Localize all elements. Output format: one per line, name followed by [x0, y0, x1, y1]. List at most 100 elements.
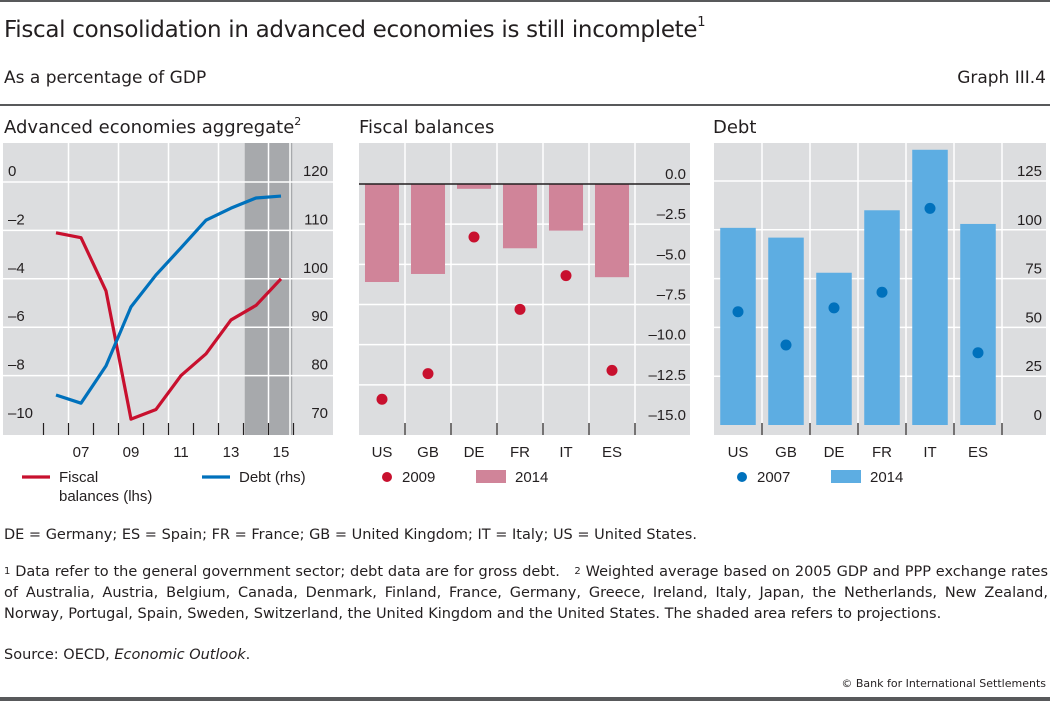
left-axis-tick-label: –10: [8, 405, 33, 422]
y-tick-label: –15.0: [648, 407, 686, 424]
dot-es-2007: [972, 347, 984, 359]
graph-id: Graph III.4: [957, 68, 1046, 88]
left-axis-tick-label: –4: [8, 260, 25, 277]
left-axis-tick-label: –8: [8, 357, 25, 374]
x-tick-label: DE: [464, 444, 485, 461]
y-tick-label: 50: [1025, 309, 1042, 326]
legend-label-fiscal: Fiscal: [59, 469, 98, 486]
y-tick-label: 25: [1025, 358, 1042, 375]
copyright: © Bank for International Settlements: [841, 677, 1046, 690]
panel-footnote-mark: 2: [294, 115, 302, 128]
x-tick-label: FR: [872, 444, 892, 461]
page-title: Fiscal consolidation in advanced economi…: [4, 15, 706, 43]
abbreviations-note: DE = Germany; ES = Spain; FR = France; G…: [4, 527, 697, 543]
left-axis-tick-label: –2: [8, 211, 25, 228]
panel-title-fiscal-balances: Fiscal balances: [359, 117, 495, 138]
bar-us-2014: [364, 184, 400, 283]
y-tick-label: –7.5: [657, 287, 686, 304]
debt-line: [55, 194, 282, 405]
bar-de-2014: [456, 184, 492, 189]
title-footnote-mark: 1: [697, 15, 706, 30]
dot-gb-2009: [422, 368, 434, 380]
legend-label-debt: Debt (rhs): [239, 469, 306, 486]
legend-label-2014: 2014: [515, 469, 548, 486]
y-tick-label: 0: [1034, 407, 1042, 424]
charts-canvas: 0 –2 –4 –6 –8 –10 120 110 100 90 80 70 07 09 11 13 15 Fis…: [3, 143, 1046, 505]
dot-de-2009: [468, 231, 480, 243]
x-tick-label: 07: [73, 444, 90, 461]
right-axis-tick-label: 80: [311, 357, 328, 374]
x-tick-label: ES: [602, 444, 622, 461]
dot-it-2009: [560, 270, 572, 282]
y-tick-label: –5.0: [657, 246, 686, 263]
bar-es-2014: [960, 223, 996, 425]
bar-fr-2014: [864, 210, 900, 425]
x-tick-label: ES: [968, 444, 988, 461]
subtitle: As a percentage of GDP: [4, 68, 207, 88]
dot-us-2009: [376, 393, 388, 405]
panel-debt: 125 100 75 50 25 0 US GB DE FR IT ES 2007 2014: [714, 143, 1046, 486]
footnote-mark-2: 2: [574, 566, 581, 577]
legend-label-2007: 2007: [757, 469, 790, 486]
footnote-mark-1: 1: [4, 566, 11, 577]
y-tick-label: 0.0: [665, 166, 686, 183]
dot-it-2007: [924, 202, 936, 214]
bar-it-2014: [548, 184, 584, 231]
y-tick-label: 125: [1017, 163, 1042, 180]
fiscal-balances-line: [55, 231, 283, 421]
legend-label-2014: 2014: [870, 469, 903, 486]
footnotes-block: 1 Data refer to the general government s…: [4, 562, 1048, 625]
bar-gb-2014: [410, 184, 446, 274]
bar-de-2014: [816, 272, 852, 425]
dot-gb-2007: [780, 339, 792, 351]
dot-es-2009: [606, 364, 618, 376]
bar-gb-2014: [768, 237, 804, 425]
right-axis-tick-label: 70: [311, 405, 328, 422]
x-tick-label: IT: [559, 444, 572, 461]
y-tick-label: –10.0: [648, 327, 686, 344]
y-tick-label: –2.5: [657, 206, 686, 223]
legend-label-fiscal-line2: balances (lhs): [59, 488, 152, 505]
x-tick-label: DE: [824, 444, 845, 461]
right-axis-tick-label: 100: [303, 260, 328, 277]
x-tick-label: US: [372, 444, 393, 461]
x-tick-label: 11: [173, 444, 189, 461]
right-axis-tick-label: 110: [304, 211, 328, 228]
x-tick-label: GB: [417, 444, 439, 461]
left-axis-tick-label: 0: [8, 163, 16, 180]
y-tick-label: –12.5: [648, 367, 686, 384]
bottom-rule: [0, 697, 1050, 701]
panel-aggregate: 0 –2 –4 –6 –8 –10 120 110 100 90 80 70 07 09 11 13 15 Fis…: [3, 143, 333, 505]
panel-title-aggregate: Advanced economies aggregate2: [4, 115, 302, 138]
footnote-1: Data refer to the general government sec…: [10, 564, 560, 580]
source-publication: Economic Outlook: [114, 647, 246, 663]
bar-us-2014: [720, 227, 756, 425]
bar-it-2014: [912, 149, 948, 425]
y-tick-label: 75: [1025, 261, 1042, 278]
x-tick-label: 15: [273, 444, 290, 461]
right-axis-tick-label: 90: [311, 308, 328, 325]
dot-fr-2009: [514, 303, 526, 315]
x-tick-label: US: [728, 444, 749, 461]
right-axis-tick-label: 120: [303, 163, 328, 180]
source-note: Source: OECD, Economic Outlook.: [4, 647, 251, 663]
x-tick-label: 09: [123, 444, 140, 461]
header-rule: [0, 104, 1050, 106]
legend-swatch-2014: [476, 470, 506, 483]
x-tick-label: IT: [923, 444, 936, 461]
dot-fr-2007: [876, 286, 888, 298]
dot-us-2007: [732, 306, 744, 318]
panel-title-debt: Debt: [713, 117, 757, 138]
legend-swatch-2014: [831, 470, 861, 483]
bar-es-2014: [594, 184, 630, 278]
legend-label-2009: 2009: [402, 469, 435, 486]
top-rule: [0, 0, 1050, 2]
x-tick-label: FR: [510, 444, 530, 461]
legend-swatch-2009: [382, 472, 392, 482]
dot-de-2007: [828, 302, 840, 314]
legend-swatch-2007: [737, 472, 747, 482]
x-tick-label: 13: [223, 444, 240, 461]
y-tick-label: 100: [1017, 212, 1042, 229]
panel-fiscal-balances: 0.0 –2.5 –5.0 –7.5 –10.0 –12.5 –15.0 US GB DE FR IT…: [359, 143, 690, 486]
left-axis-tick-label: –6: [8, 308, 25, 325]
